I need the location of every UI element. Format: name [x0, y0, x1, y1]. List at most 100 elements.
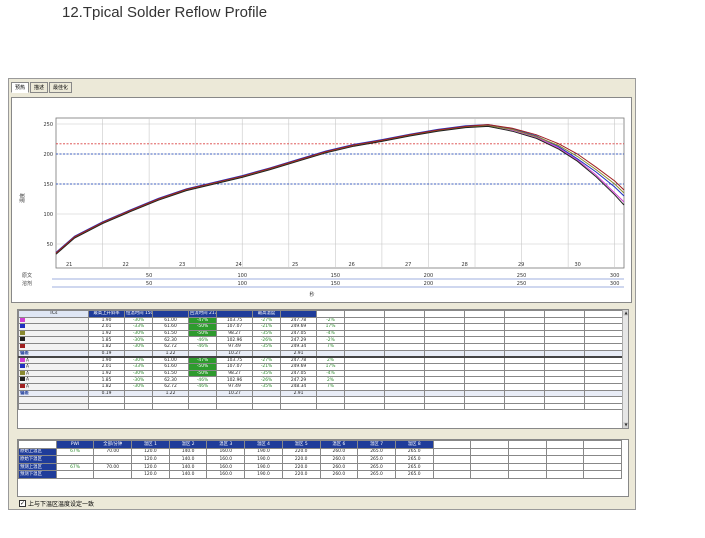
page-title: 12.Tpical Solder Reflow Profile — [62, 4, 268, 21]
zone-setpoint-value[interactable]: 220.0 — [281, 447, 321, 457]
zone-setpoint-value[interactable]: 120.0 — [131, 455, 170, 464]
results-row[interactable] — [18, 396, 623, 404]
results-cell: -33% — [124, 323, 153, 331]
results-column-header: 最高温度 — [252, 310, 281, 318]
zone-setpoint-value[interactable]: 140.0 — [168, 447, 208, 457]
zone-setpoint-value[interactable]: 190.0 — [244, 447, 283, 457]
tab-optimize[interactable]: 最佳化 — [49, 82, 73, 93]
zone-setpoint-value[interactable]: 190.0 — [244, 470, 283, 479]
zone-setpoint-value[interactable]: 220.0 — [281, 455, 321, 464]
zone-setpoint-value[interactable]: 265.0 — [357, 455, 396, 464]
zone-setpoint-value[interactable]: 140.0 — [168, 470, 208, 479]
zone-setpoint-value[interactable]: 160.0 — [206, 470, 246, 479]
results-row[interactable]: 1.90 -30% 61.00 -47% 103.75 -27% 247.78 -2% — [18, 316, 623, 325]
tab-preheat[interactable]: 预热 — [11, 82, 30, 93]
same-zone-checkbox-row[interactable]: ✓ 上与下温区温度设定一致 — [19, 499, 94, 508]
results-column-header — [280, 310, 317, 318]
results-empty-cell — [504, 355, 545, 365]
results-cell — [252, 389, 281, 398]
series-line — [55, 124, 625, 253]
results-empty-header — [544, 310, 585, 318]
results-row[interactable]: 1.85 -30% 62.30 -46% 102.96 -26% 247.29 -2% — [18, 336, 623, 344]
series-line — [55, 124, 625, 254]
series-swatch — [20, 331, 25, 335]
conveyor-speed-value[interactable] — [93, 470, 133, 479]
zone-setpoint-value[interactable]: 220.0 — [281, 470, 321, 479]
results-cell: -50% — [188, 369, 217, 378]
results-row[interactable] — [18, 402, 623, 411]
y-tick-label: 200 — [43, 152, 53, 158]
settings-column-header: 温区 4 — [244, 440, 283, 449]
zone-setpoint-value[interactable]: 265.0 — [357, 447, 396, 457]
zone-setpoint-value[interactable]: 220.0 — [281, 462, 321, 472]
zone-setpoint-value[interactable]: 265.0 — [357, 462, 396, 472]
zone-setpoint-value[interactable]: 120.0 — [131, 462, 170, 472]
zone-setpoint-value[interactable]: 120.0 — [131, 447, 170, 457]
zone-setpoint-value[interactable]: 265.0 — [357, 470, 396, 479]
settings-empty-cell — [470, 447, 509, 457]
series-swatch — [20, 344, 25, 349]
results-row[interactable]: 2.01 -33% 61.60 -50% 107.07 -21% 249.69 17% — [18, 323, 623, 331]
results-empty-cell — [584, 329, 623, 338]
tab-description[interactable]: 描述 — [30, 82, 49, 93]
zone-setpoint-value[interactable]: 265.0 — [394, 447, 434, 457]
zone-setpoint-value[interactable]: 190.0 — [244, 462, 283, 472]
results-empty-cell — [464, 376, 505, 384]
results-empty-cell — [424, 363, 465, 371]
zone-setpoint-value[interactable]: 160.0 — [206, 447, 246, 457]
results-row-label-text: A — [26, 358, 30, 364]
results-empty-cell — [504, 396, 545, 404]
zone-setpoint-value[interactable]: 160.0 — [206, 455, 246, 464]
results-empty-cell — [544, 316, 585, 325]
scroll-up-icon[interactable]: ▲ — [623, 310, 628, 316]
zone-setpoint-value[interactable]: 265.0 — [394, 462, 434, 472]
results-empty-cell — [88, 396, 125, 404]
results-empty-cell — [464, 349, 505, 358]
results-summary-row[interactable]: 偏差 0.19 1.22 10.27 2.91 — [18, 389, 623, 398]
results-empty-cell — [504, 402, 545, 411]
zone-setpoint-value[interactable]: 265.0 — [394, 470, 434, 479]
zone-setpoint-value[interactable]: 140.0 — [168, 455, 208, 464]
results-cell: -21% — [252, 323, 281, 331]
zone-setpoint-value[interactable]: 160.0 — [206, 462, 246, 472]
results-empty-cell — [584, 396, 623, 404]
results-cell: 1.22 — [152, 349, 189, 358]
results-empty-cell — [280, 402, 317, 411]
conveyor-speed-value[interactable]: 70.00 — [93, 447, 133, 457]
zone-setpoint-value[interactable]: 265.0 — [394, 455, 434, 464]
settings-empty-cell — [507, 455, 547, 464]
x-tick-label: 100 — [237, 273, 247, 279]
results-cell: -30% — [124, 382, 153, 391]
same-zone-checkbox[interactable]: ✓ — [19, 500, 26, 507]
zone-setpoint-value[interactable]: 190.0 — [244, 455, 283, 464]
results-cell: 247.78 — [280, 355, 317, 365]
zone-setpoint-value[interactable]: 140.0 — [168, 462, 208, 472]
results-empty-cell — [424, 323, 465, 331]
results-summary-row[interactable]: 偏差 0.19 1.22 10.27 2.91 — [18, 349, 623, 358]
zone-setpoint-value[interactable]: 260.0 — [319, 455, 359, 464]
results-row-label: A — [18, 355, 89, 365]
results-row[interactable]: A 2.01 -33% 61.60 -50% 107.07 -21% 249.69 17% — [18, 363, 623, 371]
results-row[interactable]: 1.82 -30% 62.72 -46% 97.49 -35% 249.34 7% — [18, 342, 623, 351]
results-row[interactable]: 1.92 -30% 61.50 -50% 98.27 -35% 247.05 -4% — [18, 329, 623, 338]
results-row-label: A — [18, 382, 89, 391]
conveyor-speed-value[interactable]: 70.00 — [93, 462, 133, 472]
scroll-down-icon[interactable]: ▼ — [623, 422, 628, 428]
zone-setpoint-value[interactable]: 260.0 — [319, 470, 359, 479]
series-swatch — [20, 324, 25, 329]
zone-setpoint-value[interactable]: 260.0 — [319, 447, 359, 457]
zone-setpoint-value[interactable]: 260.0 — [319, 462, 359, 472]
results-cell: -30% — [124, 342, 153, 351]
results-row-label — [18, 329, 89, 338]
conveyor-speed-value[interactable] — [93, 455, 133, 464]
zone-tick-label: 30 — [575, 262, 581, 268]
results-row[interactable]: A 1.92 -30% 61.50 -50% 98.27 -35% 247.05 -4% — [18, 369, 623, 378]
results-empty-cell — [384, 389, 425, 398]
results-scrollbar[interactable]: ▲ ▼ — [622, 310, 628, 428]
results-row-label-text: A — [26, 364, 30, 370]
results-row[interactable]: A 1.82 -30% 62.72 -46% 97.49 -35% 248.34 7% — [18, 382, 623, 391]
results-row[interactable]: A 1.85 -30% 62.30 -46% 102.96 -26% 247.29 2% — [18, 376, 623, 384]
results-row[interactable]: A 1.90 -30% 61.00 -47% 103.75 -27% 247.78 2% — [18, 355, 623, 365]
zone-setpoint-value[interactable]: 120.0 — [131, 470, 170, 479]
